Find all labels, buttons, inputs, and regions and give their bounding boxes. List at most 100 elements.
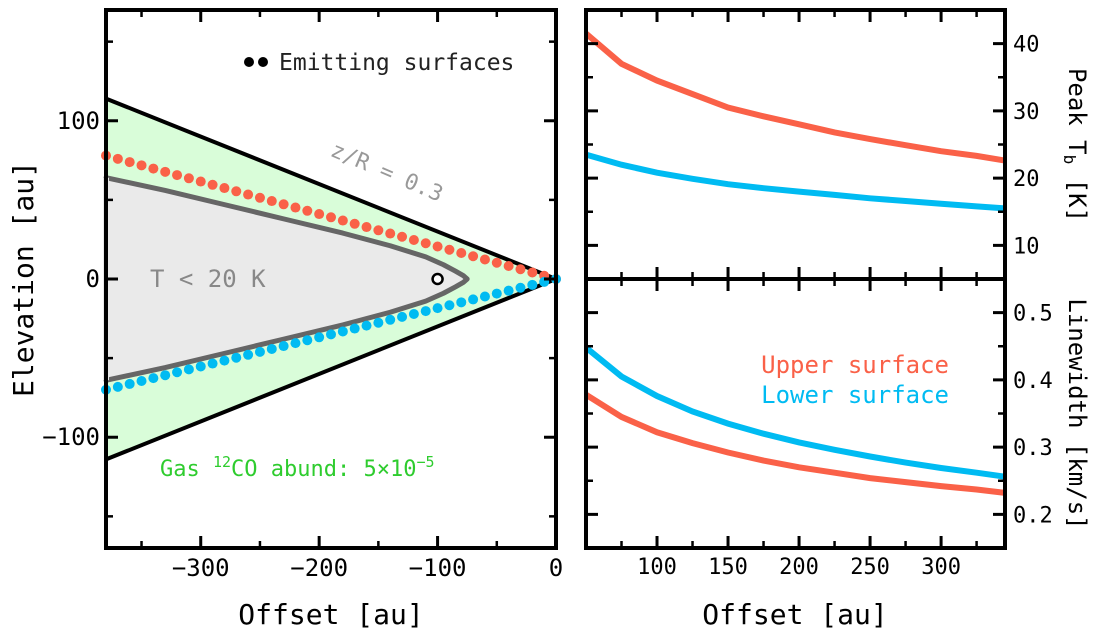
- upper-surface-dot: [503, 261, 514, 272]
- upper-surface-dot: [112, 153, 123, 164]
- right-bottom-axes: 100 150 200 250 300 0.2 0.3 0.4 0.5: [584, 277, 1053, 580]
- right-bottom-xtick-label: 100: [637, 555, 677, 580]
- upper-surface-dot: [527, 267, 538, 278]
- upper-surface-dot: [326, 212, 336, 223]
- right-bottom-ytick-label: 0.3: [1013, 436, 1053, 461]
- left-panel: z/R = 0.3 T < 20 K Gas 12CO abund: 5×10−…: [7, 8, 563, 631]
- upper-surface-dot: [361, 222, 372, 233]
- left-ytick-label: 100: [57, 107, 100, 135]
- upper-surface-dot: [397, 231, 408, 242]
- right-top-ytick-label: 20: [1013, 167, 1040, 192]
- left-emitting-surface-dots: [101, 150, 561, 395]
- upper-surface-dot: [290, 202, 301, 213]
- upper-surface-dot: [373, 225, 384, 236]
- lower-surface-dot: [207, 358, 218, 369]
- lower-surface-dot: [326, 329, 336, 340]
- legend-label: Emitting surfaces: [279, 50, 514, 76]
- lower-surface-dot: [515, 282, 526, 293]
- peak-tb-label: Peak T: [1063, 68, 1091, 155]
- lower-surface-dot: [124, 378, 135, 389]
- lower-surface-dot: [397, 311, 408, 322]
- legend-lower-surface: Lower surface: [761, 381, 949, 409]
- right-top-line-lower-surface: [585, 151, 1006, 212]
- right-bottom-lines: [584, 345, 1006, 496]
- right-top-lines: [584, 31, 1006, 212]
- abund-superscript: 12: [213, 453, 231, 471]
- lower-surface-dot: [183, 364, 194, 375]
- right-top-line-upper-surface: [584, 31, 1006, 164]
- right-top-panel: 10 20 30 40 Peak Tb [K]: [584, 8, 1091, 281]
- lower-surface-dot: [385, 314, 396, 325]
- lower-surface-dot: [456, 297, 467, 308]
- upper-surface-dot: [337, 215, 348, 226]
- left-xtick-label: −100: [409, 554, 467, 582]
- lower-surface-dot: [231, 352, 242, 363]
- lower-surface-dot: [408, 308, 419, 319]
- legend-upper-surface: Upper surface: [761, 351, 949, 379]
- upper-surface-dot: [349, 218, 360, 229]
- upper-surface-dot: [420, 238, 431, 249]
- lower-surface-dot: [468, 294, 479, 305]
- right-bottom-ytick-label: 0.4: [1013, 369, 1053, 394]
- right-top-ylabel: Peak Tb [K]: [1060, 68, 1091, 222]
- lower-surface-dot: [420, 306, 431, 317]
- upper-surface-dot: [444, 244, 455, 255]
- upper-surface-dot: [408, 235, 419, 246]
- peak-tb-subscript: b: [1060, 155, 1079, 165]
- upper-surface-dot: [172, 170, 183, 181]
- lower-surface-dot: [112, 381, 123, 392]
- wedge-upper-edge: [105, 96, 557, 281]
- upper-surface-dot: [160, 166, 171, 177]
- upper-surface-dot: [468, 251, 479, 262]
- left-ytick-label: −100: [42, 423, 100, 451]
- right-bottom-ytick-label: 0.5: [1013, 302, 1053, 327]
- lower-surface-dot: [314, 332, 325, 343]
- right-bottom-frame: [584, 277, 1007, 550]
- legend-dot-1: [244, 57, 254, 67]
- left-regions: [103, 96, 557, 462]
- lower-surface-dot: [136, 376, 147, 387]
- abund-label: Gas 12CO abund: 5×10−5: [160, 453, 435, 482]
- upper-surface-dot: [515, 264, 526, 275]
- right-bottom-panel: 100 150 200 250 300 0.2 0.3 0.4 0.5 Upper surfac…: [584, 277, 1091, 631]
- peak-tb-unit: [K]: [1063, 164, 1091, 222]
- right-bottom-xtick-label: 300: [921, 555, 961, 580]
- left-axes: −300 −200 −100 0 −100 0 100: [42, 8, 563, 582]
- left-xtick-label: −300: [172, 554, 230, 582]
- upper-surface-dot: [479, 254, 490, 265]
- upper-surface-dot: [148, 163, 159, 174]
- right-bottom-line-lower-surface: [584, 345, 1006, 480]
- right-top-ytick-label: 30: [1013, 100, 1040, 125]
- upper-surface-dot: [432, 241, 443, 252]
- wedge-lower-edge: [105, 277, 557, 462]
- lower-surface-dot: [302, 335, 313, 346]
- abund-mid: CO abund: 5×10: [231, 457, 416, 482]
- right-bottom-xtick-label: 250: [850, 555, 890, 580]
- lower-surface-dot: [148, 373, 159, 384]
- lower-surface-dot: [254, 346, 265, 357]
- right-top-ytick-label: 40: [1013, 33, 1040, 58]
- upper-surface-dot: [124, 157, 135, 168]
- abund-exponent: −5: [416, 453, 434, 471]
- upper-surface-dot: [278, 199, 289, 210]
- right-top-frame: [584, 8, 1007, 281]
- lower-surface-dot: [243, 349, 254, 360]
- lower-surface-dot: [266, 343, 277, 354]
- lower-surface-dot: [373, 317, 384, 328]
- right-bottom-ytick-label: 0.2: [1013, 503, 1053, 528]
- upper-surface-dot: [314, 209, 325, 220]
- upper-surface-dot: [136, 160, 147, 171]
- left-xtick-label: −200: [290, 554, 348, 582]
- left-xtick-label: 0: [549, 554, 563, 582]
- upper-surface-dot: [183, 173, 194, 184]
- lower-surface-dot: [195, 361, 206, 372]
- lower-surface-dot: [290, 338, 301, 349]
- lower-surface-dot: [444, 300, 455, 311]
- right-top-ytick-label: 10: [1013, 234, 1040, 259]
- temp-label: T < 20 K: [150, 265, 266, 293]
- left-ylabel: Elevation [au]: [7, 161, 40, 397]
- right-top-axes: 10 20 30 40: [584, 8, 1040, 281]
- lower-surface-dot: [361, 320, 372, 331]
- right-bottom-xtick-label: 200: [779, 555, 819, 580]
- upper-surface-dot: [385, 228, 396, 239]
